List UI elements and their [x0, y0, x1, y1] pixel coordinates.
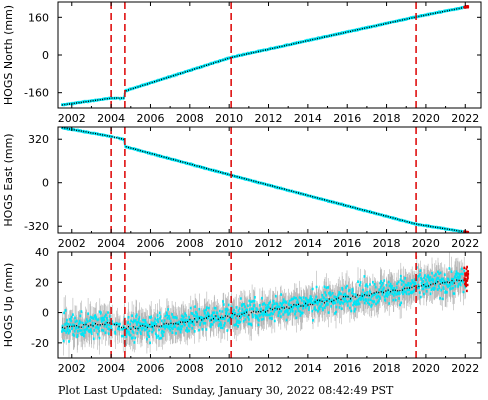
- x-tick-label-0-7: 2016: [333, 112, 361, 125]
- y-tick-label-1-0: -320: [24, 220, 49, 233]
- panel-frame-2: [57, 251, 482, 359]
- plot-area-1: [61, 127, 470, 233]
- plot-area-2: [61, 252, 470, 358]
- data-points-0: [61, 5, 467, 107]
- x-tick-label-1-2: 2006: [136, 237, 164, 250]
- y-tick-label-2-2: 20: [35, 276, 49, 289]
- x-tick-label-0-6: 2014: [294, 112, 322, 125]
- x-tick-label-2-0: 2002: [58, 362, 86, 375]
- panels-group: 2002 2004 2006 2008 2010 2012 2014 2016 2018 2020…: [2, 1, 482, 375]
- x-tick-label-2-6: 2014: [294, 362, 322, 375]
- x-tick-label-1-0: 2002: [58, 237, 86, 250]
- x-tick-label-1-10: 2022: [451, 237, 479, 250]
- x-tick-label-1-3: 2008: [176, 237, 204, 250]
- x-tick-label-0-5: 2012: [255, 112, 283, 125]
- y-axis-title-0: HOGS North (mm): [2, 5, 15, 105]
- y-tick-label-0-2: 160: [28, 11, 49, 24]
- error-bars-1: [61, 127, 466, 233]
- panel-frame-1: [57, 126, 482, 234]
- x-tick-label-1-6: 2014: [294, 237, 322, 250]
- panel-0: 2002 2004 2006 2008 2010 2012 2014 2016 2018 2020…: [2, 1, 482, 125]
- y-tick-label-0-0: -160: [24, 87, 49, 100]
- x-tick-label-2-1: 2004: [97, 362, 125, 375]
- y-axis-title-1: HOGS East (mm): [2, 133, 15, 226]
- x-tick-label-0-3: 2008: [176, 112, 204, 125]
- data-points-1: [61, 127, 467, 233]
- y-tick-label-2-0: -20: [31, 337, 49, 350]
- footer-timestamp: Sunday, January 30, 2022 08:42:49 PST: [172, 384, 394, 397]
- x-tick-label-2-10: 2022: [451, 362, 479, 375]
- y-tick-label-0-1: 0: [42, 49, 49, 62]
- x-tick-label-1-7: 2016: [333, 237, 361, 250]
- y-tick-label-2-3: 40: [35, 246, 49, 259]
- error-bars-0: [61, 6, 466, 106]
- recent-points-1: [463, 230, 470, 233]
- running-mean-0: [61, 6, 467, 106]
- x-tick-label-1-8: 2018: [373, 237, 401, 250]
- x-tick-label-2-9: 2020: [412, 362, 440, 375]
- x-tick-label-0-1: 2004: [97, 112, 125, 125]
- x-tick-label-0-9: 2020: [412, 112, 440, 125]
- x-tick-label-2-7: 2016: [333, 362, 361, 375]
- x-tick-label-0-8: 2018: [373, 112, 401, 125]
- x-tick-label-2-4: 2010: [215, 362, 243, 375]
- x-tick-label-2-2: 2006: [136, 362, 164, 375]
- x-tick-label-0-4: 2010: [215, 112, 243, 125]
- data-points-2: [61, 266, 467, 346]
- footer-prefix: Plot Last Updated:: [58, 384, 162, 397]
- x-tick-label-2-8: 2018: [373, 362, 401, 375]
- x-tick-label-0-2: 2006: [136, 112, 164, 125]
- plot-area-0: [61, 5, 470, 107]
- x-tick-label-1-4: 2010: [215, 237, 243, 250]
- x-tick-label-0-10: 2022: [451, 112, 479, 125]
- y-tick-label-2-1: 0: [42, 307, 49, 320]
- panel-2: 2002 2004 2006 2008 2010 2012 2014 2016 2018 2020…: [2, 246, 482, 375]
- running-mean-2: [61, 279, 467, 330]
- y-tick-label-1-1: 0: [42, 177, 49, 190]
- x-tick-label-2-3: 2008: [176, 362, 204, 375]
- y-tick-label-1-2: 320: [28, 133, 49, 146]
- x-tick-label-1-5: 2012: [255, 237, 283, 250]
- x-tick-label-1-9: 2020: [412, 237, 440, 250]
- x-tick-label-2-5: 2012: [255, 362, 283, 375]
- running-mean-1: [61, 127, 467, 233]
- error-bars-2: [61, 252, 466, 358]
- x-tick-label-0-0: 2002: [58, 112, 86, 125]
- panel-1: 2002 2004 2006 2008 2010 2012 2014 2016 2018 2020…: [2, 126, 482, 250]
- x-tick-label-1-1: 2004: [97, 237, 125, 250]
- recent-points-2: [463, 265, 470, 293]
- recent-points-0: [463, 5, 470, 9]
- y-axis-title-2: HOGS Up (mm): [2, 263, 15, 347]
